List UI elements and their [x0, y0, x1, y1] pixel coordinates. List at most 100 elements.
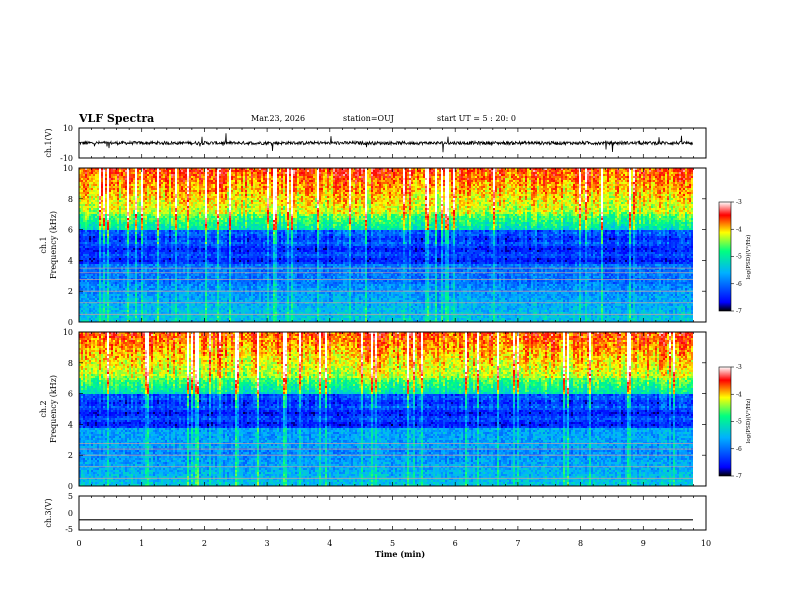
spectrogram-cell — [87, 226, 89, 228]
spectrogram-cell — [83, 276, 85, 278]
spectrogram-cell — [101, 174, 103, 176]
spectrogram-cell — [81, 256, 83, 258]
spectrogram-cell — [99, 264, 101, 266]
spectrogram-cell — [95, 184, 97, 186]
spectrogram-cell — [99, 252, 101, 254]
spectrogram-cell — [99, 190, 101, 192]
spectrogram-cell — [87, 286, 89, 288]
spectrogram-cell — [83, 234, 85, 236]
spectrogram-cell — [87, 250, 89, 252]
spectrogram-cell — [87, 212, 89, 214]
spectrogram-cell — [81, 230, 83, 232]
spectrogram-cell — [95, 194, 97, 196]
spectrogram-cell — [93, 242, 95, 244]
spectrogram-cell — [87, 310, 89, 312]
spectrogram-cell — [99, 292, 101, 294]
spectrogram-cell — [83, 262, 85, 264]
spectrogram-cell — [97, 274, 99, 276]
spectrogram-cell — [85, 270, 87, 272]
spectrogram-cell — [85, 218, 87, 220]
spectrogram-cell — [91, 310, 93, 312]
spectrogram-cell — [97, 294, 99, 296]
spectrogram-cell — [95, 240, 97, 242]
spectrogram-cell — [91, 180, 93, 182]
spectrogram-cell — [85, 204, 87, 206]
spectrogram-cell — [87, 260, 89, 262]
spectrogram-cell — [95, 284, 97, 286]
spectrogram-cell — [85, 246, 87, 248]
spectrogram-cell — [95, 242, 97, 244]
spectrogram-cell — [91, 252, 93, 254]
spectrogram-cell — [91, 296, 93, 298]
spectrogram-cell — [93, 174, 95, 176]
spectrogram-cell — [81, 288, 83, 290]
spectrogram-cell — [95, 202, 97, 204]
spectrogram-cell — [89, 262, 91, 264]
spectrogram-cell — [85, 292, 87, 294]
spectrogram-cell — [91, 316, 93, 318]
spectrogram-cell — [89, 214, 91, 216]
spectrogram-cell — [93, 202, 95, 204]
spectrogram-cell — [89, 172, 91, 174]
spectrogram-cell — [89, 232, 91, 234]
spectrogram-cell — [87, 294, 89, 296]
spectrogram-cell — [85, 224, 87, 226]
spectrogram-cell — [81, 214, 83, 216]
spectrogram-cell — [81, 238, 83, 240]
spectrogram-cell — [91, 246, 93, 248]
spectrogram-cell — [85, 190, 87, 192]
spectrogram-cell — [97, 242, 99, 244]
spectrogram-cell — [85, 194, 87, 196]
spectrogram-cell — [95, 176, 97, 178]
spectrogram-cell — [87, 204, 89, 206]
spectrogram-cell — [99, 228, 101, 230]
spectrogram-cell — [89, 182, 91, 184]
spectrogram-cell — [95, 306, 97, 308]
spectrogram-cell — [89, 200, 91, 202]
spectrogram-cell — [91, 198, 93, 200]
spectrogram-cell — [91, 196, 93, 198]
spectrogram-cell — [81, 192, 83, 194]
spectrogram-cell — [89, 222, 91, 224]
spectrogram-cell — [95, 230, 97, 232]
spectrogram-cell — [85, 310, 87, 312]
spectrogram-cell — [97, 176, 99, 178]
spectrogram-cell — [93, 284, 95, 286]
spectrogram-cell — [83, 280, 85, 282]
spectrogram-cell — [83, 198, 85, 200]
spectrogram-cell — [95, 222, 97, 224]
spectrogram-cell — [91, 298, 93, 300]
spectrogram-cell — [89, 216, 91, 218]
spectrogram-cell — [89, 312, 91, 314]
spectrogram-cell — [83, 270, 85, 272]
spectrogram-cell — [83, 250, 85, 252]
spectrogram-cell — [89, 306, 91, 308]
spectrogram-cell — [93, 232, 95, 234]
spectrogram-cell — [89, 316, 91, 318]
spectrogram-cell — [85, 174, 87, 176]
spectrogram-cell — [85, 298, 87, 300]
spectrogram-cell — [93, 294, 95, 296]
spectrogram-cell — [87, 180, 89, 182]
spectrogram-cell — [91, 248, 93, 250]
spectrogram-cell — [95, 318, 97, 320]
spectrogram-cell — [85, 212, 87, 214]
spectrogram-cell — [89, 238, 91, 240]
spectrogram-cell — [97, 246, 99, 248]
spectrogram-cell — [83, 310, 85, 312]
spectrogram-cell — [85, 202, 87, 204]
spectrogram-cell — [91, 234, 93, 236]
spectrogram-cell — [93, 318, 95, 320]
spectrogram-cell — [97, 170, 99, 172]
spectrogram-cell — [95, 174, 97, 176]
spectrogram-cell — [85, 192, 87, 194]
spectrogram-cell — [83, 264, 85, 266]
spectrogram-cell — [89, 286, 91, 288]
spectrogram-cell — [85, 304, 87, 306]
spectrogram-cell — [89, 224, 91, 226]
spectrogram-cell — [85, 288, 87, 290]
spectrogram-cell — [81, 196, 83, 198]
spectrogram-cell — [81, 200, 83, 202]
spectrogram-cell — [97, 230, 99, 232]
spectrogram-cell — [83, 170, 85, 172]
